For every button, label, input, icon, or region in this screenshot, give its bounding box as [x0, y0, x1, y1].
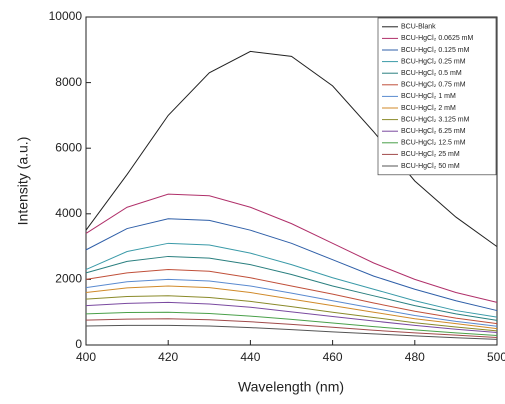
y-tick-label: 2000 [55, 272, 82, 286]
y-tick-label: 10000 [49, 9, 83, 23]
legend-label: BCU-HgCl₂ 0.125 mM [401, 47, 470, 54]
x-tick-label: 400 [76, 350, 96, 364]
x-tick-label: 500 [487, 350, 505, 364]
y-axis-label: Intensity (a.u.) [15, 137, 31, 226]
x-tick-label: 420 [158, 350, 178, 364]
series-line [85, 324, 498, 340]
legend-label: BCU-HgCl₂ 12.5 mM [401, 140, 466, 147]
legend-label: BCU-Blank [401, 24, 436, 31]
series-line [85, 278, 498, 327]
series-line [85, 255, 498, 321]
series-line [85, 311, 498, 336]
legend-label: BCU-HgCl₂ 0.75 mM [401, 82, 466, 89]
legend-label: BCU-HgCl₂ 0.25 mM [401, 58, 466, 65]
series-line [85, 285, 498, 330]
x-tick-label: 460 [323, 350, 343, 364]
legend-label: BCU-HgCl₂ 25 mM [401, 151, 460, 158]
series-line [85, 269, 498, 325]
plot-frame [85, 16, 498, 346]
x-axis-label: Wavelength (nm) [238, 379, 344, 395]
y-tick-label: 4000 [55, 206, 82, 220]
x-tick-label: 440 [240, 350, 260, 364]
series-line [85, 218, 498, 312]
legend-label: BCU-HgCl₂ 0.0625 mM [401, 35, 474, 42]
legend-label: BCU-HgCl₂ 3.125 mM [401, 116, 470, 123]
legend-label: BCU-HgCl₂ 1 mM [401, 93, 456, 100]
legend-label: BCU-HgCl₂ 6.25 mM [401, 128, 466, 135]
legend-label: BCU-HgCl₂ 50 mM [401, 163, 460, 170]
series-line [85, 50, 498, 248]
legend-label: BCU-HgCl₂ 0.5 mM [401, 70, 462, 77]
legend-label: BCU-HgCl₂ 2 mM [401, 105, 456, 112]
series-line [85, 301, 498, 334]
series-line [85, 295, 498, 332]
y-tick-label: 6000 [55, 140, 82, 154]
series-line [85, 242, 498, 318]
y-tick-label: 8000 [55, 75, 82, 89]
x-tick-label: 480 [405, 350, 425, 364]
y-tick-label: 0 [75, 337, 82, 351]
series-line [85, 193, 498, 303]
series-line [85, 318, 498, 338]
